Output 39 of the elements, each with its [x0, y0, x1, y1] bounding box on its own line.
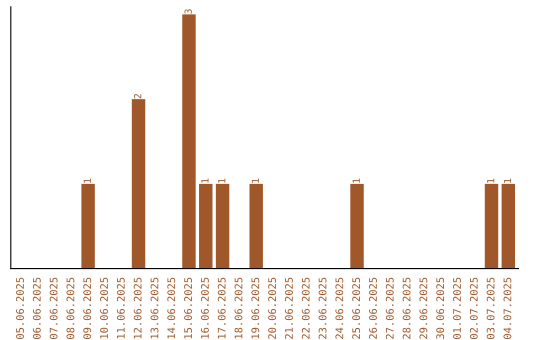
- x-tick-label: 07.06.2025: [50, 278, 58, 339]
- x-tick-label: 02.07.2025: [470, 278, 478, 339]
- x-tick-label: 26.06.2025: [369, 278, 377, 339]
- x-tick-label: 23.06.2025: [318, 278, 326, 339]
- x-tick-label: 03.07.2025: [486, 278, 495, 339]
- x-tick-label: 19.06.2025: [251, 278, 260, 338]
- x-tick-label: 25.06.2025: [352, 278, 360, 339]
- data-label: 1: [84, 178, 91, 183]
- data-label: 2: [134, 94, 142, 98]
- x-tick-label: 20.06.2025: [268, 278, 276, 339]
- x-tick-label: 13.06.2025: [150, 278, 158, 338]
- x-tick-label: 29.06.2025: [419, 278, 428, 339]
- x-tick-label: 04.07.2025: [503, 278, 512, 339]
- x-tick-label: 12.06.2025: [134, 278, 142, 338]
- x-tick-label: 14.06.2025: [167, 278, 176, 338]
- x-tick-label: 24.06.2025: [335, 278, 344, 339]
- x-tick-label: 28.06.2025: [402, 278, 411, 339]
- x-tick-label: 10.06.2025: [100, 278, 108, 338]
- x-tick-label: 08.06.2025: [66, 278, 74, 339]
- data-label: 1: [352, 178, 360, 183]
- x-tick-label: 11.06.2025: [116, 278, 125, 338]
- x-tick-label: 21.06.2025: [284, 278, 293, 339]
- x-tick-label: 15.06.2025: [184, 278, 192, 338]
- data-label: 1: [218, 178, 226, 183]
- data-label: 1: [252, 178, 259, 183]
- x-tick-label: 18.06.2025: [234, 278, 242, 338]
- data-label: 1: [201, 178, 208, 183]
- x-tick-label: 01.07.2025: [453, 278, 461, 339]
- data-label: 3: [184, 9, 192, 14]
- data-label: 1: [487, 178, 494, 183]
- x-tick-label: 09.06.2025: [83, 278, 92, 339]
- x-tick-label: 30.06.2025: [436, 278, 444, 339]
- x-tick-label: 17.06.2025: [218, 278, 226, 338]
- x-tick-label: 06.06.2025: [32, 278, 41, 339]
- x-tick-label: 05.06.2025: [16, 278, 24, 339]
- x-tick-label: 16.06.2025: [200, 278, 209, 338]
- x-tick-label: 27.06.2025: [386, 278, 394, 339]
- data-label: 1: [504, 178, 512, 183]
- x-tick-label: 22.06.2025: [302, 278, 310, 339]
